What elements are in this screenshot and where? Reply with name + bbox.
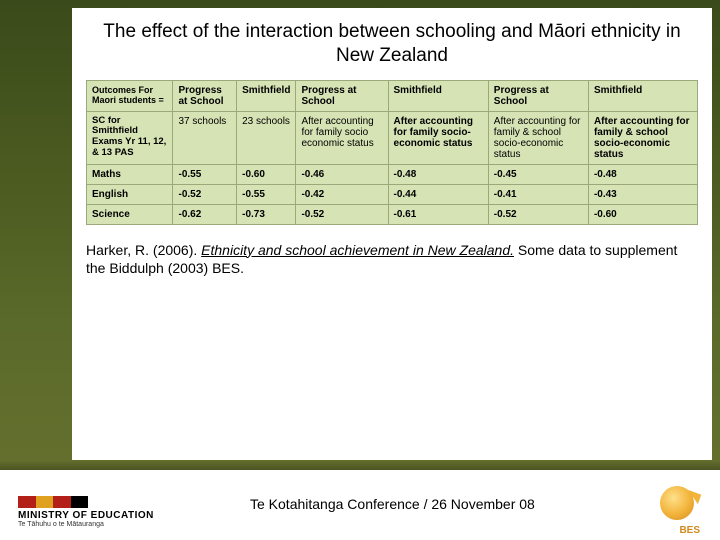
table-row: Maths -0.55 -0.60 -0.46 -0.48 -0.45 -0.4…: [87, 164, 698, 184]
data-cell: -0.52: [488, 204, 588, 224]
header-cell: Progress at School: [488, 80, 588, 111]
context-cell: After accounting for family & school soc…: [588, 111, 697, 164]
data-cell: -0.52: [296, 204, 388, 224]
row-label: English: [87, 184, 173, 204]
data-cell: -0.41: [488, 184, 588, 204]
data-cell: -0.62: [173, 204, 237, 224]
data-cell: -0.44: [388, 184, 488, 204]
footer-shadow: [0, 460, 720, 470]
data-cell: -0.45: [488, 164, 588, 184]
row-label: Science: [87, 204, 173, 224]
header-cell: Progress at School: [173, 80, 237, 111]
table-row: English -0.52 -0.55 -0.42 -0.44 -0.41 -0…: [87, 184, 698, 204]
slide-content: The effect of the interaction between sc…: [72, 8, 712, 460]
stripe: [71, 496, 89, 508]
data-cell: -0.48: [588, 164, 697, 184]
data-cell: -0.61: [388, 204, 488, 224]
footer-caption: Te Kotahitanga Conference / 26 November …: [250, 496, 535, 512]
context-cell: After accounting for family & school soc…: [488, 111, 588, 164]
citation-text: Harker, R. (2006). Ethnicity and school …: [86, 241, 698, 277]
moe-logo-text: MINISTRY OF EDUCATION: [18, 510, 168, 521]
slide-title: The effect of the interaction between sc…: [86, 20, 698, 68]
moe-logo-subtext: Te Tāhuhu o te Mātauranga: [18, 521, 168, 528]
context-cell: SC for Smithfield Exams Yr 11, 12, & 13 …: [87, 111, 173, 164]
bes-label: BES: [679, 525, 700, 536]
data-cell: -0.60: [588, 204, 697, 224]
moe-logo: MINISTRY OF EDUCATION Te Tāhuhu o te Māt…: [18, 496, 168, 528]
header-cell: Smithfield: [237, 80, 296, 111]
stripe: [18, 496, 36, 508]
context-cell: After accounting for family socio econom…: [296, 111, 388, 164]
data-cell: -0.55: [173, 164, 237, 184]
data-cell: -0.46: [296, 164, 388, 184]
stripe: [53, 496, 71, 508]
header-cell: Smithfield: [388, 80, 488, 111]
context-cell: 37 schools: [173, 111, 237, 164]
footer-bar: MINISTRY OF EDUCATION Te Tāhuhu o te Māt…: [0, 470, 720, 540]
data-cell: -0.52: [173, 184, 237, 204]
data-cell: -0.42: [296, 184, 388, 204]
table-row: Science -0.62 -0.73 -0.52 -0.61 -0.52 -0…: [87, 204, 698, 224]
effects-table: Outcomes For Maori students = Progress a…: [86, 80, 698, 225]
stripe: [36, 496, 54, 508]
context-cell: After accounting for family socio-econom…: [388, 111, 488, 164]
table-header-row: Outcomes For Maori students = Progress a…: [87, 80, 698, 111]
data-cell: -0.55: [237, 184, 296, 204]
data-cell: -0.43: [588, 184, 697, 204]
row-label: Maths: [87, 164, 173, 184]
context-cell: 23 schools: [237, 111, 296, 164]
header-cell: Outcomes For Maori students =: [87, 80, 173, 111]
header-cell: Smithfield: [588, 80, 697, 111]
data-cell: -0.73: [237, 204, 296, 224]
data-cell: -0.60: [237, 164, 296, 184]
citation-title: Ethnicity and school achievement in New …: [201, 242, 514, 258]
header-cell: Progress at School: [296, 80, 388, 111]
moe-logo-stripes: [18, 496, 88, 508]
table-context-row: SC for Smithfield Exams Yr 11, 12, & 13 …: [87, 111, 698, 164]
bes-icon: [660, 486, 698, 524]
data-cell: -0.48: [388, 164, 488, 184]
citation-author: Harker, R. (2006).: [86, 242, 197, 258]
